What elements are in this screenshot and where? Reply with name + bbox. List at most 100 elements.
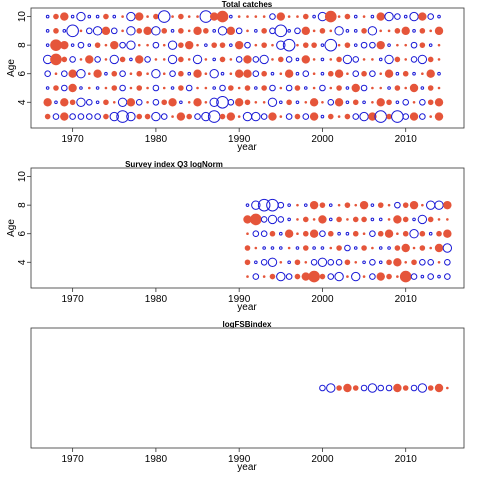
bubble-positive bbox=[103, 113, 109, 120]
bubble-positive bbox=[204, 100, 208, 104]
bubble-positive bbox=[327, 230, 334, 237]
bubble-negative bbox=[317, 257, 328, 267]
bubble-negative bbox=[252, 273, 260, 280]
bubble-positive bbox=[412, 100, 416, 104]
bubble-positive bbox=[243, 55, 252, 64]
bubble-negative bbox=[310, 258, 318, 266]
bubble-positive bbox=[354, 203, 358, 207]
bubble-positive bbox=[376, 40, 385, 50]
bubble-positive bbox=[286, 99, 292, 106]
bubble-negative bbox=[192, 54, 203, 65]
bubble-negative bbox=[77, 41, 85, 49]
bubble-negative bbox=[219, 84, 226, 92]
panel-1-frame bbox=[30, 7, 465, 129]
bubble-negative bbox=[76, 97, 86, 107]
bubble-positive bbox=[50, 39, 62, 51]
bubble-negative bbox=[209, 97, 219, 107]
x-tick-label: 2000 bbox=[311, 134, 334, 145]
bubble-positive bbox=[361, 216, 367, 223]
bubble-positive bbox=[312, 72, 316, 76]
bubble-negative bbox=[410, 384, 418, 392]
bubble-positive bbox=[219, 56, 226, 63]
bubble-positive bbox=[178, 13, 184, 20]
bubble-positive bbox=[226, 26, 236, 36]
bubble-positive bbox=[301, 272, 310, 281]
bubble-positive bbox=[361, 28, 367, 34]
bubble-positive bbox=[429, 29, 432, 33]
bubble-positive bbox=[262, 275, 266, 278]
bubble-negative bbox=[303, 86, 308, 90]
bubble-positive bbox=[276, 12, 286, 21]
y-tick-label: 4 bbox=[17, 99, 28, 105]
bubble-positive bbox=[234, 69, 244, 78]
bubble-negative bbox=[387, 43, 391, 47]
bubble-negative bbox=[394, 201, 401, 209]
bubble-negative bbox=[370, 203, 375, 207]
bubble-positive bbox=[386, 99, 392, 106]
bubble-positive bbox=[136, 28, 143, 34]
bubble-positive bbox=[427, 56, 434, 63]
bubble-negative bbox=[324, 38, 338, 52]
y-tick-label: 10 bbox=[17, 171, 28, 183]
bubble-positive bbox=[178, 70, 184, 77]
bubble-positive bbox=[362, 275, 366, 278]
bubble-positive bbox=[304, 100, 308, 104]
bubble-positive bbox=[409, 112, 419, 121]
bubble-negative bbox=[185, 84, 193, 92]
bubble-negative bbox=[360, 41, 368, 49]
bubble-positive bbox=[312, 58, 316, 61]
bubble-negative bbox=[410, 41, 418, 49]
bubble-positive bbox=[302, 230, 309, 237]
bubble-negative bbox=[342, 54, 353, 65]
bubble-positive bbox=[386, 113, 392, 120]
bubble-positive bbox=[153, 13, 159, 20]
bubble-negative bbox=[87, 14, 92, 19]
bubble-positive bbox=[402, 202, 409, 208]
bubble-negative bbox=[187, 71, 192, 76]
bubble-positive bbox=[336, 245, 342, 251]
bubble-positive bbox=[111, 70, 118, 77]
bubble-negative bbox=[199, 10, 213, 23]
bubble-negative bbox=[92, 26, 103, 36]
bubble-positive bbox=[161, 28, 168, 34]
bubble-negative bbox=[279, 100, 283, 105]
panel-2-frame bbox=[30, 167, 465, 289]
x-tick-label: 1970 bbox=[62, 294, 85, 305]
bubble-negative bbox=[229, 43, 233, 47]
panel-2-title: Survey index Q3 logNorm bbox=[125, 160, 223, 169]
bubble-positive bbox=[111, 85, 118, 91]
bubble-positive bbox=[302, 13, 309, 20]
bubble-positive bbox=[334, 69, 344, 78]
bubble-negative bbox=[352, 70, 360, 78]
bubble-negative bbox=[170, 29, 175, 33]
bubble-positive bbox=[287, 246, 291, 250]
bubble-negative bbox=[412, 71, 416, 76]
bubble-negative bbox=[209, 69, 219, 79]
bubble-negative bbox=[119, 70, 126, 78]
bubble-positive bbox=[136, 85, 143, 91]
bubble-negative bbox=[378, 260, 383, 265]
bubble-positive bbox=[309, 112, 319, 121]
y-tick-label: 10 bbox=[17, 11, 28, 23]
bubble-positive bbox=[196, 43, 199, 47]
bubble-positive bbox=[419, 42, 426, 48]
bubble-positive bbox=[436, 230, 442, 237]
bubble-positive bbox=[446, 218, 449, 221]
bubble-negative bbox=[434, 200, 444, 210]
bubble-negative bbox=[267, 97, 278, 107]
bubble-negative bbox=[274, 24, 288, 38]
bubble-negative bbox=[335, 258, 343, 266]
bubble-negative bbox=[260, 113, 268, 120]
bubble-negative bbox=[437, 14, 441, 19]
bubble-positive bbox=[68, 69, 77, 78]
bubble-negative bbox=[194, 113, 201, 120]
bubble-negative bbox=[220, 71, 225, 76]
bubble-positive bbox=[336, 56, 342, 63]
bubble-negative bbox=[79, 86, 83, 90]
bubble-negative bbox=[319, 84, 326, 92]
bubble-positive bbox=[44, 113, 51, 120]
bubble-positive bbox=[234, 40, 244, 50]
bubble-negative bbox=[287, 203, 291, 207]
bubble-negative bbox=[312, 14, 316, 19]
